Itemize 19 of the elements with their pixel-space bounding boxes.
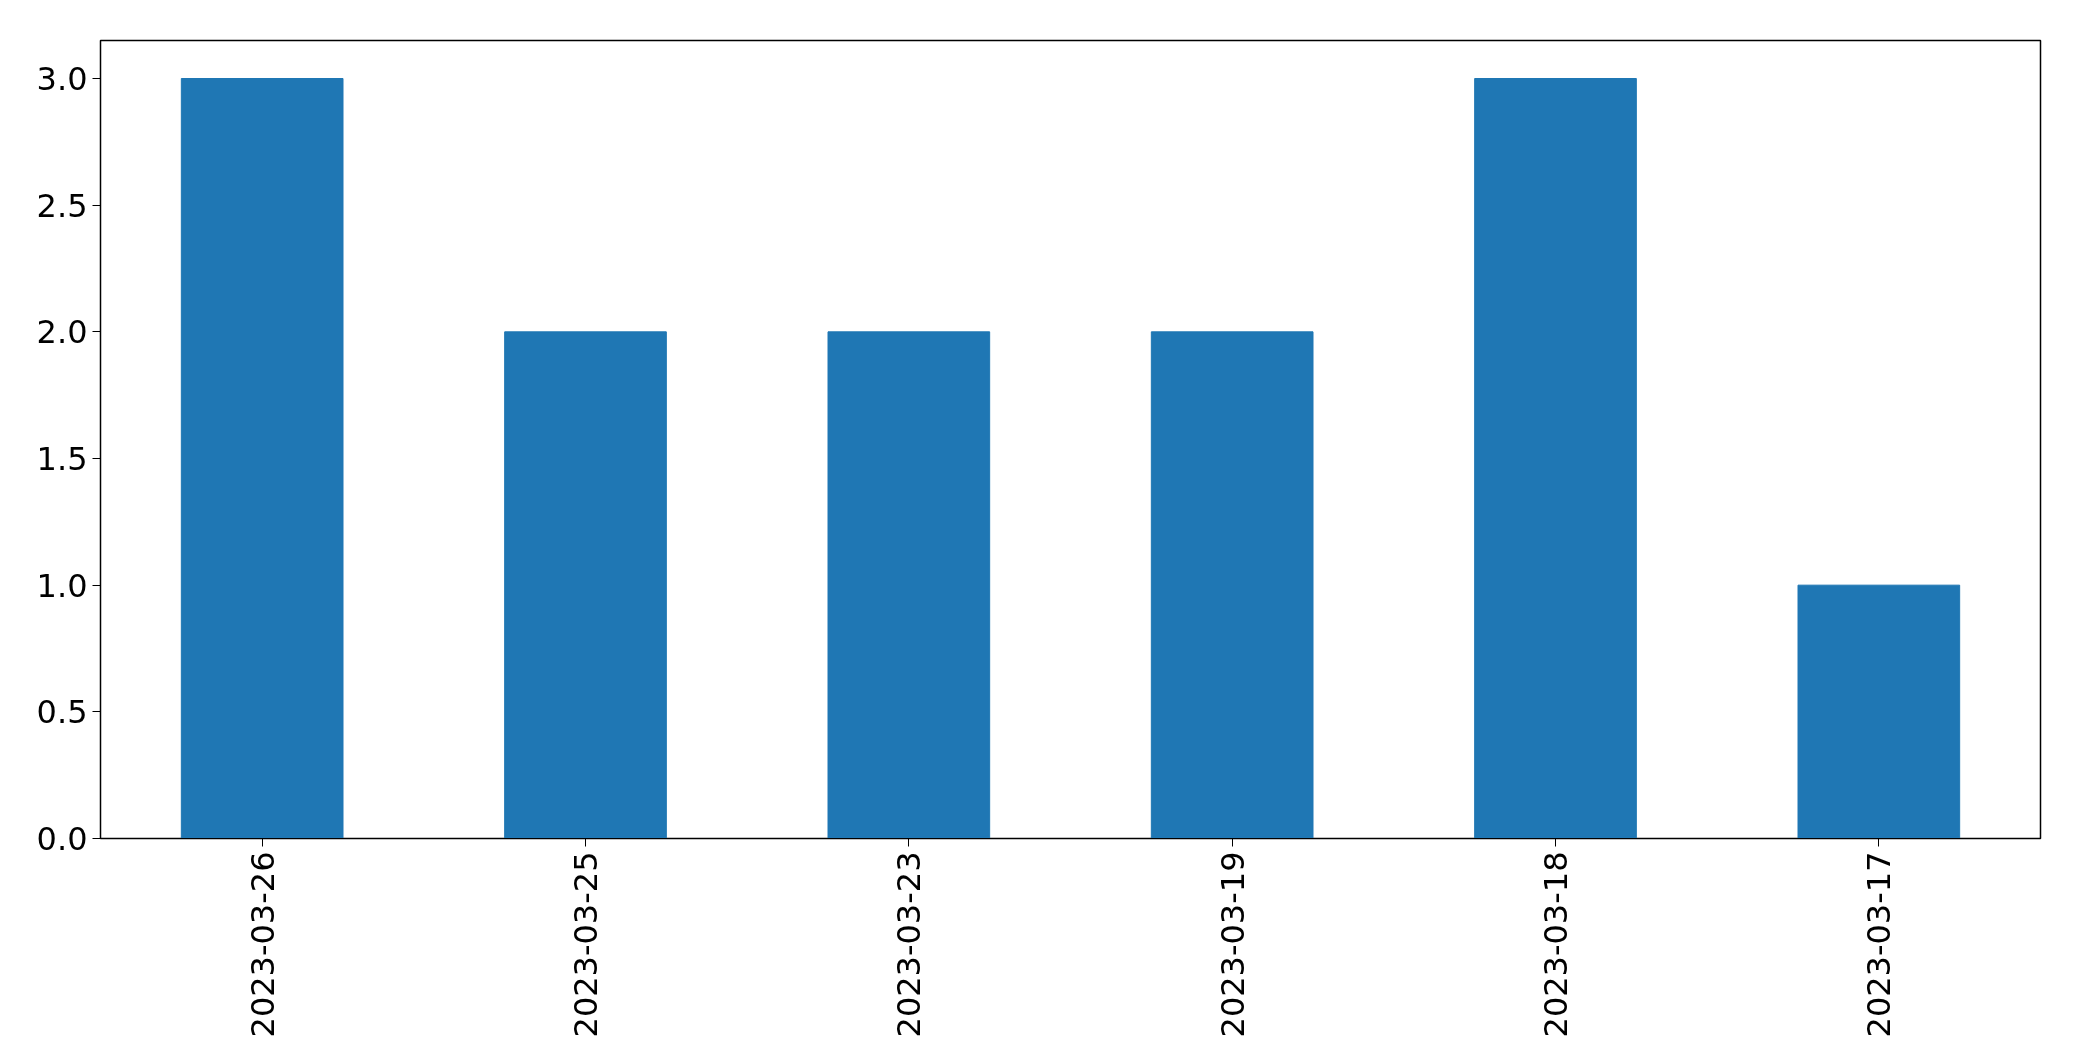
bar <box>1474 78 1637 839</box>
y-tick-label: 1.5 <box>36 440 88 478</box>
y-tick-label: 3.0 <box>36 60 88 98</box>
bar <box>1797 584 1961 839</box>
bar <box>827 331 991 839</box>
x-tick-label: 2023-03-19 <box>1213 851 1252 1038</box>
y-tick-label: 0.5 <box>36 693 88 732</box>
y-tick-label: 2.5 <box>36 186 88 225</box>
y-tick-label: 1.0 <box>36 566 88 605</box>
x-tick-label: 2023-03-18 <box>1537 851 1575 1038</box>
bar <box>504 331 667 839</box>
x-tick-label: 2023-03-26 <box>243 851 282 1038</box>
y-tick-label: 2.0 <box>36 313 88 352</box>
x-tick-label: 2023-03-17 <box>1860 851 1899 1038</box>
bar <box>180 78 344 839</box>
x-tick-label: 2023-03-23 <box>890 851 929 1038</box>
bar <box>1150 331 1314 839</box>
x-tick-label: 2023-03-25 <box>567 851 605 1038</box>
y-tick-label: 0.0 <box>36 820 88 858</box>
